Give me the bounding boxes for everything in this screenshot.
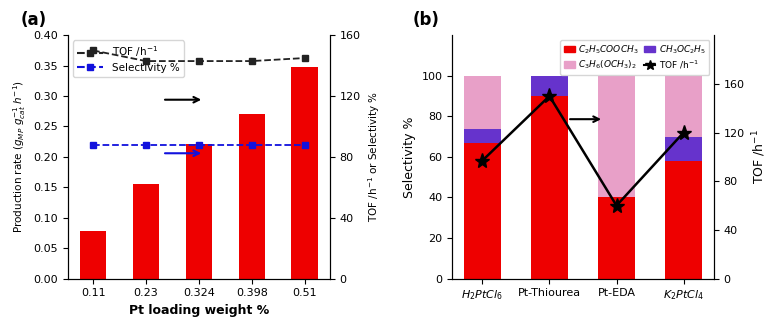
Bar bbox=[185, 144, 212, 278]
Bar bbox=[464, 143, 501, 278]
Bar bbox=[598, 76, 635, 197]
X-axis label: Pt loading weight %: Pt loading weight % bbox=[129, 304, 269, 317]
Bar bbox=[665, 137, 702, 161]
Bar bbox=[291, 67, 318, 278]
Legend: $C_2H_5COOCH_3$, $C_3H_6(OCH_3)_2$, $CH_3OC_2H_5$, TOF /h$^{-1}$: $C_2H_5COOCH_3$, $C_3H_6(OCH_3)_2$, $CH_… bbox=[560, 40, 710, 75]
Bar bbox=[132, 184, 159, 278]
Bar bbox=[531, 96, 568, 278]
Y-axis label: TOF /h$^{-1}$ or Selectivity %: TOF /h$^{-1}$ or Selectivity % bbox=[366, 92, 382, 222]
Bar bbox=[598, 197, 635, 278]
Y-axis label: Selectivity %: Selectivity % bbox=[403, 116, 416, 198]
Bar bbox=[665, 161, 702, 278]
Y-axis label: Production rate ($g_{MP}$ $g_{cat}^{-1}$ $h^{-1}$): Production rate ($g_{MP}$ $g_{cat}^{-1}$… bbox=[11, 80, 28, 234]
Text: (a): (a) bbox=[21, 11, 47, 30]
Bar bbox=[79, 231, 106, 278]
Bar bbox=[531, 76, 568, 96]
Bar bbox=[464, 129, 501, 143]
Bar bbox=[665, 76, 702, 137]
Y-axis label: TOF /h$^{-1}$: TOF /h$^{-1}$ bbox=[750, 130, 768, 184]
Bar bbox=[238, 114, 265, 278]
Text: (b): (b) bbox=[413, 11, 439, 30]
Bar bbox=[464, 76, 501, 129]
Legend: TOF /h$^{-1}$, Selectivity %: TOF /h$^{-1}$, Selectivity % bbox=[73, 40, 184, 77]
